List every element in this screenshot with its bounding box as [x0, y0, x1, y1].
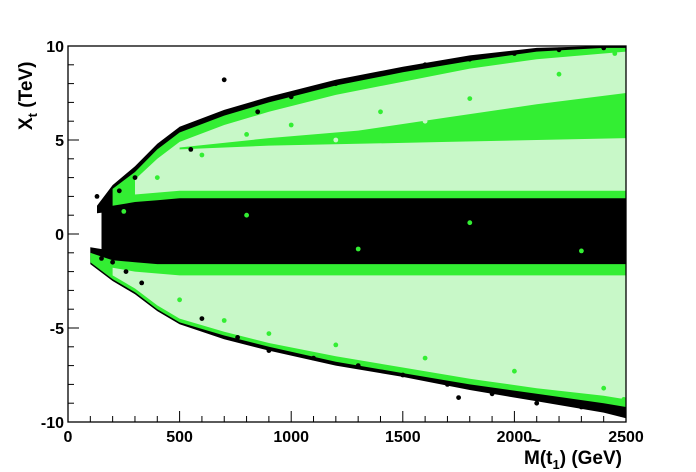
- data-point: [244, 132, 250, 137]
- data-point: [400, 242, 406, 248]
- data-point: [94, 194, 100, 199]
- region-upper-green-stripe: [179, 93, 626, 150]
- region-central-black-band: [101, 202, 626, 268]
- data-point: [266, 348, 272, 353]
- data-point: [534, 400, 540, 406]
- data-point: [621, 397, 627, 402]
- axis-ticks: 0 500 1000 1500 2000 2500 -10 -5 0 5 10: [41, 39, 644, 446]
- y-axis-title: Xt (TeV): [16, 62, 40, 130]
- data-point: [132, 175, 138, 181]
- data-point: [110, 259, 115, 265]
- y-tick-label: 5: [55, 133, 64, 150]
- data-point: [103, 205, 109, 211]
- data-point: [139, 280, 145, 286]
- data-point: [288, 94, 294, 100]
- data-point: [378, 109, 383, 115]
- x-tick-label: 500: [166, 429, 193, 446]
- data-point: [619, 412, 624, 417]
- data-point: [199, 316, 205, 321]
- data-point: [601, 45, 607, 51]
- data-point: [422, 62, 428, 68]
- y-tick-label: 10: [46, 39, 64, 56]
- data-point: [154, 184, 160, 190]
- data-point: [244, 156, 250, 162]
- data-point: [456, 395, 461, 400]
- data-point: [154, 175, 160, 181]
- x-axis-title: M(t1) (GeV): [524, 448, 622, 472]
- data-point: [579, 404, 584, 410]
- data-point: [534, 353, 540, 359]
- data-point: [355, 363, 361, 368]
- data-point: [400, 372, 406, 378]
- data-point: [467, 56, 473, 62]
- data-point: [601, 385, 607, 391]
- data-point: [235, 335, 241, 340]
- data-point: [166, 222, 171, 228]
- data-point: [579, 71, 584, 77]
- x-tick-label: 2500: [608, 429, 644, 446]
- data-point: [512, 226, 517, 231]
- data-point: [288, 216, 294, 222]
- x-tick-label: 0: [64, 429, 73, 446]
- data-point: [154, 250, 160, 256]
- data-point: [333, 137, 339, 143]
- data-point: [355, 321, 361, 327]
- y-tick-label: 0: [55, 227, 64, 244]
- data-point: [489, 391, 495, 397]
- data-point: [355, 246, 361, 252]
- data-point: [445, 382, 450, 387]
- data-point: [188, 147, 194, 152]
- y-tick-label: -5: [50, 321, 64, 338]
- region-lower-light: [112, 267, 627, 400]
- data-point: [266, 306, 272, 312]
- x-tick-label: 1000: [273, 429, 309, 446]
- data-point: [422, 355, 428, 361]
- x-tick-label: 1500: [385, 429, 421, 446]
- data-point: [99, 256, 104, 261]
- data-point: [255, 109, 261, 115]
- data-point: [116, 188, 122, 194]
- data-point: [311, 355, 316, 361]
- data-point: [556, 47, 562, 53]
- x-tick-label: 2000: [497, 429, 533, 446]
- x-axis-title-tilde: ~: [530, 431, 541, 452]
- data-point: [244, 212, 250, 218]
- data-point: [139, 265, 145, 271]
- data-point: [579, 248, 584, 254]
- data-point: [288, 122, 294, 128]
- data-point: [333, 342, 339, 348]
- data-point: [150, 212, 156, 218]
- data-point: [601, 239, 607, 244]
- y-tick-label: -10: [41, 415, 64, 432]
- data-point: [378, 71, 383, 77]
- data-point: [445, 335, 450, 340]
- data-point: [556, 71, 562, 77]
- data-point: [199, 152, 205, 158]
- data-point: [121, 209, 127, 214]
- data-point: [123, 269, 129, 274]
- data-point: [612, 51, 618, 56]
- data-point: [177, 241, 183, 246]
- data-point: [177, 297, 183, 303]
- data-point: [221, 318, 227, 323]
- region-upper-light: [135, 51, 626, 195]
- data-point: [601, 372, 607, 378]
- data-point: [467, 220, 473, 226]
- data-point: [512, 100, 517, 105]
- scatter-points: [94, 45, 627, 417]
- data-point: [467, 96, 473, 101]
- data-point: [422, 118, 428, 124]
- data-point: [512, 368, 517, 374]
- data-point: [266, 331, 272, 336]
- data-point: [512, 51, 517, 56]
- density-regions: [90, 46, 627, 419]
- data-point: [221, 77, 227, 83]
- data-point: [333, 81, 339, 86]
- data-point: [177, 284, 183, 289]
